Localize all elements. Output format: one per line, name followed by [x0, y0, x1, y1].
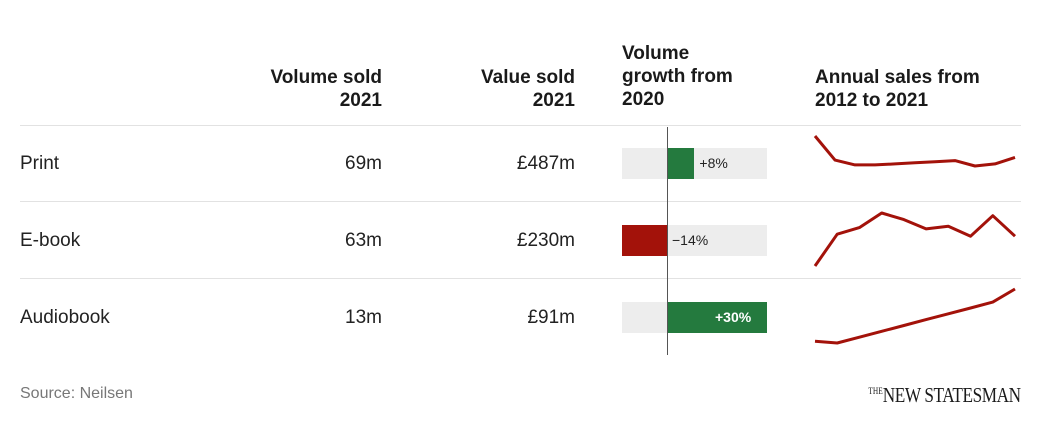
volume-audiobook: 13m [345, 307, 382, 328]
growth-track-print [622, 148, 767, 179]
header-annual-line1: Annual sales from [815, 67, 980, 88]
value-audiobook: £91m [527, 307, 575, 328]
logo-the: THE [868, 386, 884, 396]
growth-label-print: +8% [699, 155, 728, 171]
sparkline-audiobook-line [814, 287, 1016, 345]
growth-zero-axis [667, 127, 668, 355]
row-label-audiobook: Audiobook [20, 307, 110, 328]
growth-bar-audiobook [668, 302, 767, 333]
sparkline-ebook [813, 211, 1017, 267]
growth-label-audiobook: +30% [715, 309, 752, 325]
header-volume-line2: 2021 [339, 90, 382, 111]
header-growth-line1: Volume [622, 43, 690, 64]
header-annual-line2: 2012 to 2021 [815, 90, 929, 111]
header-value-sold: Value sold 2021 [400, 66, 575, 112]
volume-print: 69m [345, 153, 382, 174]
header-annual-sales: Annual sales from 2012 to 2021 [815, 66, 1025, 112]
value-print: £487m [516, 153, 575, 174]
header-volume-growth: Volume growth from 2020 [622, 42, 802, 111]
new-statesman-logo: THENEW STATESMAN [868, 383, 1022, 408]
sparkline-audiobook [814, 287, 1016, 345]
sparkline-print-line [813, 135, 1016, 168]
row-divider [20, 201, 1021, 202]
row-divider [20, 278, 1021, 279]
growth-label-ebook: −14% [672, 232, 709, 248]
header-growth-line3: 2020 [622, 89, 665, 110]
logo-text: NEW STATESMAN [883, 383, 1021, 407]
row-label-print: Print [20, 153, 60, 174]
header-value-line2: 2021 [532, 90, 575, 111]
volume-ebook: 63m [345, 230, 382, 251]
source-note: Source: Neilsen [20, 385, 133, 402]
sparkline-ebook-line [813, 211, 1017, 267]
header-value-line1: Value sold [481, 67, 575, 88]
header-divider [20, 125, 1021, 126]
row-label-ebook: E-book [20, 230, 81, 251]
growth-bar-ebook [622, 225, 668, 256]
sparkline-print [813, 135, 1016, 168]
growth-bar-print [668, 148, 695, 179]
header-volume-sold: Volume sold 2021 [200, 66, 382, 112]
header-volume-line1: Volume sold [270, 67, 382, 88]
header-growth-line2: growth from [622, 66, 733, 87]
value-ebook: £230m [516, 230, 575, 251]
